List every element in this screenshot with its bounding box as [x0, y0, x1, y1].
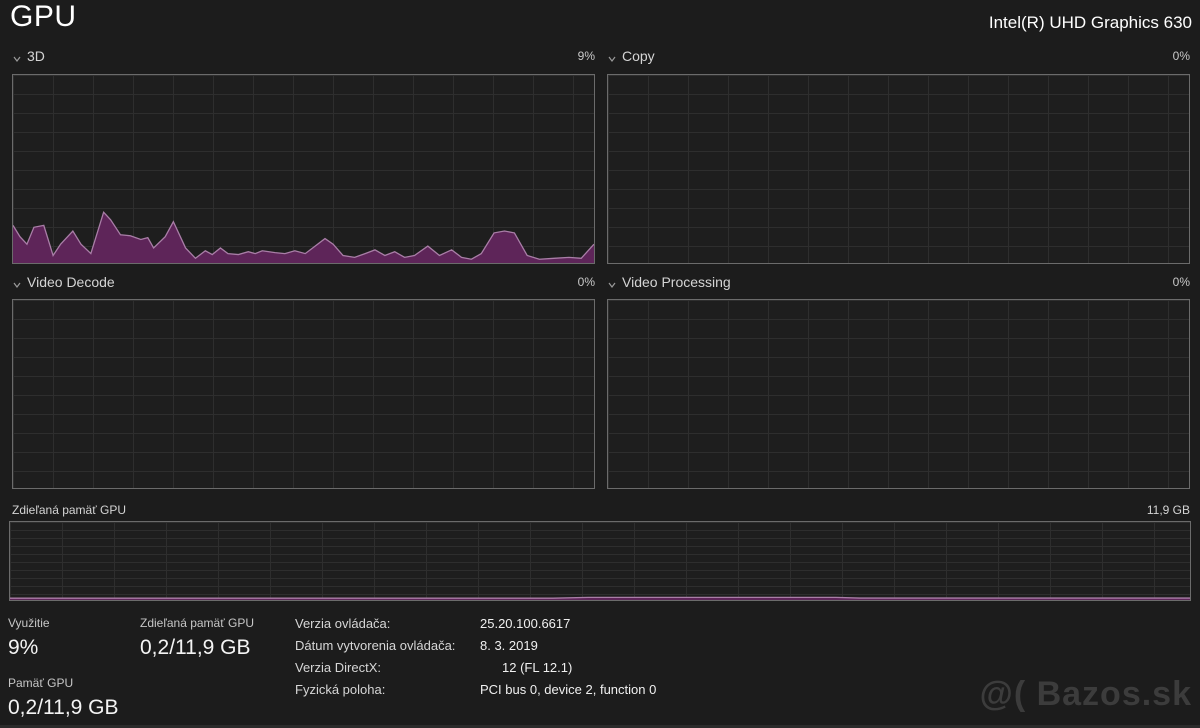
- driver-date-label: Dátum vytvorenia ovládača:: [295, 638, 456, 653]
- driver-date-value: 8. 3. 2019: [480, 638, 538, 653]
- usage-label: Využitie: [8, 616, 50, 630]
- section-header-copy[interactable]: Copy 0%: [607, 47, 1190, 65]
- section-value-video-processing: 0%: [1172, 275, 1190, 289]
- chart-video-processing[interactable]: [607, 299, 1190, 489]
- gpu-memory-label: Pamäť GPU: [8, 676, 74, 690]
- watermark: @( Bazos.sk: [979, 675, 1192, 713]
- chart-video-decode[interactable]: [12, 299, 595, 489]
- gpu-name: Intel(R) UHD Graphics 630: [988, 13, 1192, 32]
- directx-version-label: Verzia DirectX:: [295, 660, 381, 675]
- section-label-copy: Copy: [622, 48, 655, 64]
- usage-value: 9%: [8, 636, 39, 659]
- section-label-video-processing: Video Processing: [622, 274, 731, 290]
- section-header-video-processing[interactable]: Video Processing 0%: [607, 273, 1190, 291]
- chart-shared-memory[interactable]: [9, 521, 1191, 601]
- driver-version-row: Verzia ovládača: 25.20.100.6617: [295, 616, 775, 631]
- window-bottom-edge: [0, 725, 1200, 728]
- shared-memory-header: Zdieľaná pamäť GPU 11,9 GB: [12, 503, 1190, 517]
- chevron-down-icon[interactable]: [12, 51, 22, 62]
- shared-memory-max: 11,9 GB: [1146, 503, 1190, 517]
- physical-location-row: Fyzická poloha: PCI bus 0, device 2, fun…: [295, 682, 775, 697]
- section-value-3d: 9%: [577, 49, 595, 63]
- physical-location-label: Fyzická poloha:: [295, 682, 386, 697]
- gpu-memory-value: 0,2/11,9 GB: [8, 696, 119, 719]
- chevron-down-icon[interactable]: [607, 277, 617, 288]
- chevron-down-icon[interactable]: [12, 277, 22, 288]
- shared-memory-stat-value: 0,2/11,9 GB: [140, 636, 251, 659]
- section-header-3d[interactable]: 3D 9%: [12, 47, 595, 65]
- driver-version-value: 25.20.100.6617: [480, 616, 571, 631]
- chart-3d[interactable]: [12, 74, 595, 264]
- page-title: GPU: [10, 0, 77, 33]
- section-label-3d: 3D: [27, 48, 45, 64]
- driver-version-label: Verzia ovládača:: [295, 616, 391, 631]
- chevron-down-icon[interactable]: [607, 51, 617, 62]
- chart-copy[interactable]: [607, 74, 1190, 264]
- directx-version-value: 12 (FL 12.1): [502, 660, 573, 675]
- section-value-copy: 0%: [1172, 49, 1190, 63]
- section-value-video-decode: 0%: [577, 275, 595, 289]
- shared-memory-stat-label: Zdieľaná pamäť GPU: [140, 616, 255, 630]
- section-label-video-decode: Video Decode: [27, 274, 115, 290]
- section-header-video-decode[interactable]: Video Decode 0%: [12, 273, 595, 291]
- shared-memory-label: Zdieľaná pamäť GPU: [12, 503, 127, 517]
- directx-version-row: Verzia DirectX: 12 (FL 12.1): [295, 660, 775, 675]
- physical-location-value: PCI bus 0, device 2, function 0: [480, 682, 657, 697]
- driver-date-row: Dátum vytvorenia ovládača: 8. 3. 2019: [295, 638, 775, 653]
